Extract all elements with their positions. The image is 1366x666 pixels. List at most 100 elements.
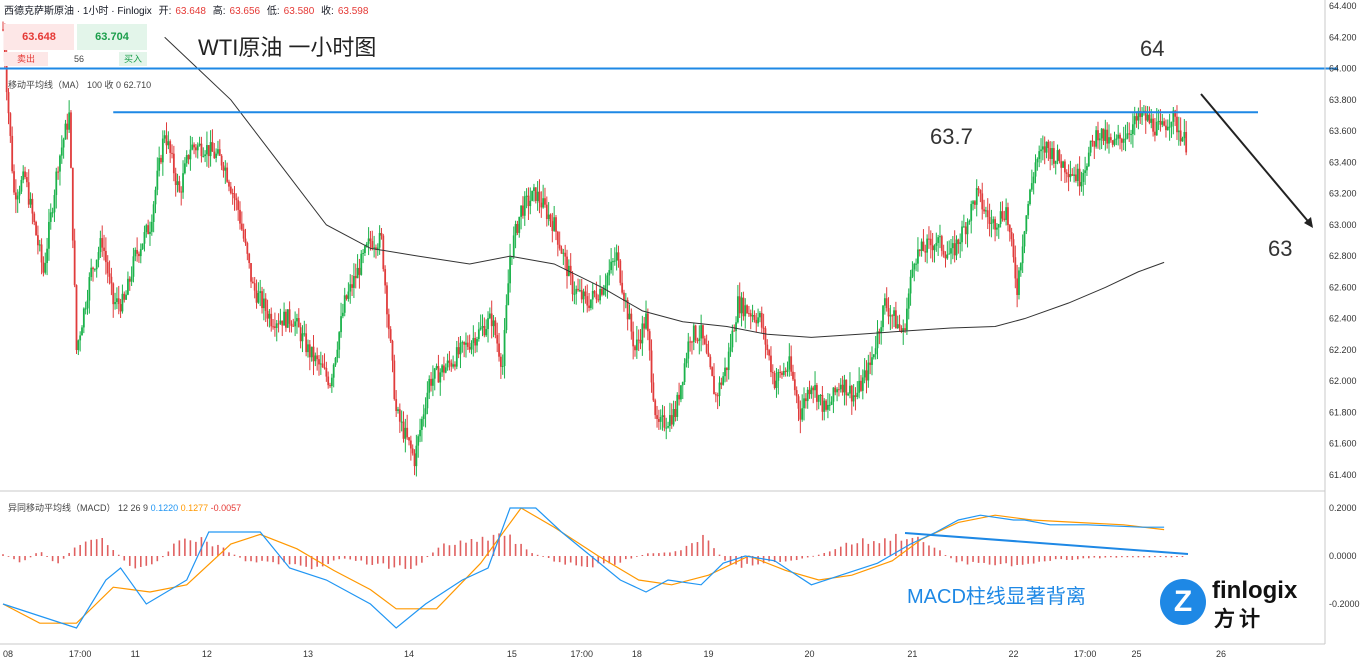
candle-body [143, 232, 146, 244]
macd-indicator-legend[interactable]: 异同移动平均线（MACD） 12 26 9 0.1220 0.1277 -0.0… [8, 501, 241, 514]
candle-body [1108, 137, 1110, 144]
macd-hist-bar [151, 556, 153, 565]
candle-body [362, 253, 364, 255]
candle-body [1045, 141, 1048, 153]
hist-value: -0.0057 [210, 503, 242, 513]
macd-hist-bar [906, 539, 908, 556]
candle-body [569, 265, 572, 275]
candle-body [99, 238, 102, 253]
symbol-header: 西德克萨斯原油 · 1小时 · Finlogix 开: 63.648 高: 63.6… [4, 2, 372, 17]
macd-hist-bar [509, 534, 511, 556]
candle-body [781, 372, 783, 375]
macd-hist-bar [724, 556, 726, 561]
candle-body [1155, 121, 1158, 136]
candle-body [968, 220, 971, 223]
candle-body [182, 173, 184, 193]
candle-body [586, 296, 589, 306]
candle-body [275, 323, 278, 328]
macd-hist-bar [553, 556, 555, 562]
candle-body [279, 320, 282, 324]
candle-body [1152, 118, 1154, 132]
candle-body [652, 382, 655, 401]
candle-body [303, 333, 306, 335]
candle-body [904, 328, 906, 331]
candle-body [244, 238, 247, 244]
candle-body [1148, 114, 1151, 123]
macd-hist-bar [531, 553, 533, 556]
candle-body [161, 138, 164, 163]
candle-body [847, 393, 850, 396]
macd-hist-bar [421, 556, 423, 563]
candle-body [926, 238, 929, 253]
candle-body [1030, 183, 1033, 190]
candle-body [578, 290, 581, 292]
candle-body [398, 409, 401, 422]
candle-body [1091, 140, 1094, 142]
buy-price-button[interactable]: 63.704 [77, 24, 147, 50]
candle-body [66, 123, 69, 130]
candle-body [883, 298, 886, 306]
candle-body [571, 274, 574, 295]
candle-body [117, 298, 120, 305]
candle-body [755, 319, 758, 324]
candle-body [630, 313, 633, 332]
candle-body [961, 226, 963, 243]
candle-body [1008, 225, 1011, 233]
sell-price-button[interactable]: 63.648 [4, 24, 74, 50]
candle-body [428, 378, 431, 393]
candle-body [538, 191, 541, 203]
macd-hist-bar [415, 556, 418, 566]
candle-body [839, 384, 842, 390]
candle-body [522, 205, 524, 216]
candle-body [48, 221, 50, 249]
candle-body [667, 426, 669, 428]
candle-body [687, 341, 690, 359]
divergence-line [904, 532, 1189, 555]
macd-hist-bar [1038, 556, 1040, 562]
candle-body [424, 408, 427, 415]
candle-body [90, 267, 93, 278]
candle-body [1029, 189, 1031, 205]
sell-button[interactable]: 卖出 [4, 52, 48, 66]
macd-hist-bar [966, 556, 969, 565]
candle-body [759, 312, 761, 318]
macd-hist-bar [862, 538, 864, 556]
buy-button[interactable]: 买入 [119, 52, 147, 66]
candle-body [518, 216, 521, 233]
macd-hist-bar [7, 556, 10, 557]
candle-body [599, 288, 601, 301]
macd-hist-bar [961, 556, 963, 562]
candle-body [1177, 130, 1180, 133]
candle-body [202, 156, 205, 158]
candle-body [858, 380, 861, 393]
candle-body [720, 382, 723, 385]
candle-body [523, 196, 526, 216]
candle-body [588, 305, 590, 308]
macd-hist-bar [156, 556, 159, 562]
candle-body [196, 145, 199, 151]
price-tick-label: 62.200 [1329, 345, 1357, 355]
ma-indicator-legend[interactable]: 移动平均线（MA） 100 收 0 62.710 [8, 78, 151, 91]
macd-hist-bar [762, 556, 765, 564]
time-tick-label: 17:00 [570, 649, 593, 659]
macd-hist-bar [145, 556, 148, 566]
candle-body [325, 367, 328, 377]
candle-body [231, 193, 234, 195]
macd-hist-bar [200, 537, 203, 556]
candle-body [641, 323, 644, 344]
candle-body [549, 214, 552, 222]
candle-body [828, 404, 831, 406]
macd-hist-bar [62, 556, 65, 559]
candle-body [957, 239, 960, 244]
macd-hist-bar [1176, 556, 1178, 558]
macd-hist-bar [167, 551, 170, 556]
candle-body [1021, 246, 1024, 264]
macd-hist-bar [266, 556, 269, 562]
candle-body [725, 367, 728, 371]
price-tick-label: 61.800 [1329, 407, 1357, 417]
macd-hist-bar [558, 556, 561, 563]
macd-hist-bar [817, 554, 820, 556]
candle-body [349, 284, 352, 292]
candle-body [1109, 137, 1112, 141]
